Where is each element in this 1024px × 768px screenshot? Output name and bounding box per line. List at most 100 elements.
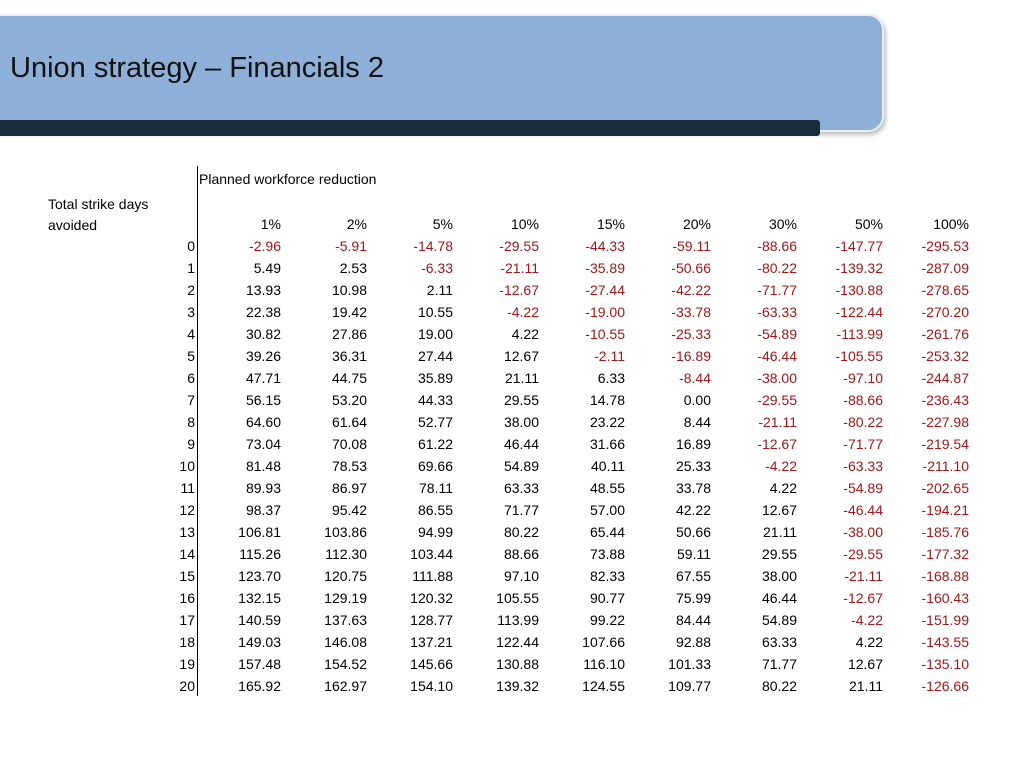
table-cell: 30.82 [245,326,281,342]
table-cell: 71.77 [503,502,539,518]
table-cell: 10.55 [417,304,453,320]
table-cell: -4.22 [765,458,797,474]
table-row: 0 -2.96 -5.91 -14.78 -29.55 -44.33 -59.11 -88.6… [150,235,971,257]
table-row: 18 149.03 146.08 137.21 122.44 107.66 92.88 63.… [150,631,971,653]
table-cell: 2.53 [339,260,367,276]
table-cell: 4.22 [511,326,539,342]
table-cell: 39.26 [245,348,281,364]
table-cell: -42.22 [671,282,711,298]
table-cell: 48.55 [589,480,625,496]
table-cell: -160.43 [921,590,969,606]
table-cell: 4.22 [769,480,797,496]
table-cell: 57.00 [589,502,625,518]
table-cell: -14.78 [413,238,453,254]
table-cell: -270.20 [921,304,969,320]
table-cell: 99.22 [589,612,625,628]
table-cell: 61.64 [331,414,367,430]
column-axis-label: Planned workforce reduction [199,171,377,187]
table-cell: 42.22 [675,502,711,518]
table-row: 7 56.15 53.20 44.33 29.55 14.78 0.00 -29.55 -88.… [150,389,971,411]
table-cell: -80.22 [843,414,883,430]
table-cell: 46.44 [503,436,539,452]
slide-title: Union strategy – Financials 2 [10,52,384,84]
table-cell: 63.33 [503,480,539,496]
table-cell: 65.44 [589,524,625,540]
table-cell: 120.75 [324,568,367,584]
table-cell: 129.19 [324,590,367,606]
table-row: 5 39.26 36.31 27.44 12.67 -2.11 -16.89 -46.44 -1… [150,345,971,367]
table-cell: 111.88 [412,568,453,584]
table-cell: 38.00 [761,568,797,584]
table-cell: 8.44 [683,414,711,430]
table-cell: -278.65 [921,282,969,298]
table-cell: 44.33 [417,392,453,408]
table-cell: -25.33 [671,326,711,342]
table-row: 9 73.04 70.08 61.22 46.44 31.66 16.89 -12.67 -71… [150,433,971,455]
table-cell: 46.44 [761,590,797,606]
table-cell: -71.77 [757,282,797,298]
table-cell: 64.60 [245,414,281,430]
table-cell: 154.10 [410,678,453,694]
table-cell: 145.66 [410,656,453,672]
table-cell: -130.88 [835,282,883,298]
table-cell: -80.22 [757,260,797,276]
table-cell: 2.11 [426,282,453,298]
column-header: 10% [510,216,539,232]
table-cell: 50.66 [675,524,711,540]
table-row: 13 106.81 103.86 94.99 80.22 65.44 50.66 21.11 -… [150,521,971,543]
table-cell: -227.98 [921,414,969,430]
column-header: 50% [854,216,883,232]
table-cell: 81.48 [245,458,281,474]
table-cell: 10.98 [331,282,367,298]
table-cell: 63.33 [761,634,797,650]
table-cell: 140.59 [238,612,281,628]
table-cell: 16.89 [675,436,711,452]
column-header: 5% [432,216,453,232]
table-cell: 84.44 [675,612,711,628]
table-cell: -29.55 [843,546,883,562]
table-cell: 86.97 [331,480,367,496]
table-cell: -185.76 [921,524,969,540]
table-cell: 14.78 [589,392,625,408]
table-cell: 54.89 [503,458,539,474]
table-cell: 12.67 [503,348,539,364]
table-cell: -12.67 [499,282,539,298]
table-cell: 54.89 [761,612,797,628]
table-cell: 6.33 [597,370,625,386]
table-row: 10 81.48 78.53 69.66 54.89 40.11 25.33 -4.22 -63… [150,455,971,477]
table-cell: 89.93 [245,480,281,496]
table-cell: -177.32 [921,546,969,562]
table-cell: -29.55 [499,238,539,254]
table-cell: 78.53 [331,458,367,474]
table-cell: -4.22 [507,304,539,320]
table-cell: -54.89 [843,480,883,496]
table-cell: 19.00 [417,326,453,342]
table-cell: 38.00 [503,414,539,430]
table-cell: 47.71 [245,370,281,386]
table-row: 2 13.93 10.98 2.11 -12.67 -27.44 -42.22 -71.77 -… [150,279,971,301]
table-cell: 22.38 [245,304,281,320]
table-cell: 70.08 [331,436,367,452]
table-row: 3 22.38 19.42 10.55 -4.22 -19.00 -33.78 -63.33 -… [150,301,971,323]
table-cell: -2.96 [249,238,281,254]
table-cell: 157.48 [238,656,281,672]
table-cell: 35.89 [417,370,453,386]
sensitivity-table: 1% 2% 5% 10% 15% 20% 30% 50% 100% 0 -2.96 -5.91 -14… [150,213,971,697]
table-cell: 149.03 [238,634,281,650]
table-row: 14 115.26 112.30 103.44 88.66 73.88 59.11 29.55… [150,543,971,565]
table-cell: -27.44 [585,282,625,298]
table-cell: 146.08 [324,634,367,650]
table-cell: 128.77 [410,612,453,628]
row-axis-label: Total strike days avoided [48,196,149,233]
table-row: 1 5.49 2.53 -6.33 -21.11 -35.89 -50.66 -80.22 -1… [150,257,971,279]
table-row: 17 140.59 137.63 128.77 113.99 99.22 84.44 54.8… [150,609,971,631]
table-cell: -126.66 [921,678,969,694]
table-header-row: 1% 2% 5% 10% 15% 20% 30% 50% 100% [150,213,971,235]
table-cell: -287.09 [921,260,969,276]
table-row: 6 47.71 44.75 35.89 21.11 6.33 -8.44 -38.00 -97.… [150,367,971,389]
table-cell: 82.33 [589,568,625,584]
table-cell: 31.66 [589,436,625,452]
table-cell: -147.77 [835,238,883,254]
row-header: 15 [179,568,195,584]
table-cell: -12.67 [757,436,797,452]
